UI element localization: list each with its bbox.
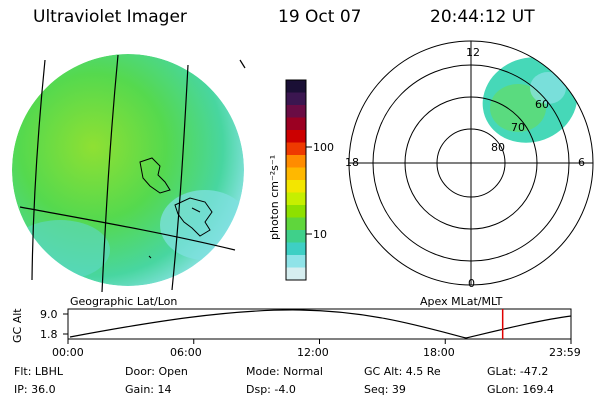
colorbar-segment [286, 242, 306, 256]
date-label: 19 Oct 07 [278, 7, 362, 27]
geo-map-label: Geographic Lat/Lon [70, 295, 178, 308]
polar-grid [348, 40, 594, 286]
ytick-1-8: 1.8 [40, 328, 58, 341]
status-glat: GLat: -47.2 [487, 365, 549, 378]
instrument-title: Ultraviolet Imager [33, 7, 187, 27]
colorbar-segment [286, 255, 306, 268]
colorbar-segment [286, 117, 306, 131]
xtick-06: 06:00 [170, 346, 202, 359]
xtick-18: 18:00 [423, 346, 455, 359]
status-dsp: Dsp: -4.0 [246, 383, 296, 396]
status-mode: Mode: Normal [246, 365, 323, 378]
colorbar-segment [286, 80, 306, 93]
status-gain: Gain: 14 [125, 383, 172, 396]
xtick-2359: 23:59 [549, 346, 581, 359]
colorbar-segment [286, 155, 306, 168]
status-ip: IP: 36.0 [14, 383, 56, 396]
status-gc-alt: GC Alt: 4.5 Re [364, 365, 441, 378]
colorbar-segment [286, 130, 306, 143]
mlat-label-70: 70 [511, 121, 525, 134]
mlt-label-6: 6 [578, 156, 585, 169]
mlat-label-80: 80 [491, 141, 505, 154]
colorbar-segment [286, 92, 306, 106]
xtick-00: 00:00 [52, 346, 84, 359]
polar-plot-label: Apex MLat/MLT [420, 295, 503, 308]
colorbar-tick-label-10: 10 [313, 228, 327, 241]
mlt-label-0: 0 [468, 277, 475, 290]
mlt-label-12: 12 [466, 46, 480, 59]
status-glon: GLon: 169.4 [487, 383, 554, 396]
colorbar-segment [286, 142, 306, 156]
xtick-12: 12:00 [297, 346, 329, 359]
mlat-label-60: 60 [535, 98, 549, 111]
ytick-9: 9.0 [40, 308, 58, 321]
colorbar-segment [286, 105, 306, 118]
time-label: 20:44:12 UT [430, 7, 535, 27]
colorbar-segment [286, 267, 306, 281]
colorbar-segment [286, 180, 306, 193]
timeline-ylabel: GC Alt [11, 308, 24, 343]
colorbar-tick-label-100: 100 [313, 141, 334, 154]
colorbar-segment [286, 205, 306, 218]
altitude-curve [69, 309, 572, 339]
status-seq: Seq: 39 [364, 383, 406, 396]
status-door: Door: Open [125, 365, 188, 378]
colorbar-segment [286, 217, 306, 231]
colorbar-segment [286, 167, 306, 181]
geo-grid-lines [19, 54, 246, 293]
status-flt: Flt: LBHL [14, 365, 63, 378]
mlt-label-18: 18 [345, 156, 359, 169]
colorbar-segment [286, 192, 306, 206]
colorbar-segment [286, 230, 306, 243]
coastline-outline [139, 157, 213, 259]
